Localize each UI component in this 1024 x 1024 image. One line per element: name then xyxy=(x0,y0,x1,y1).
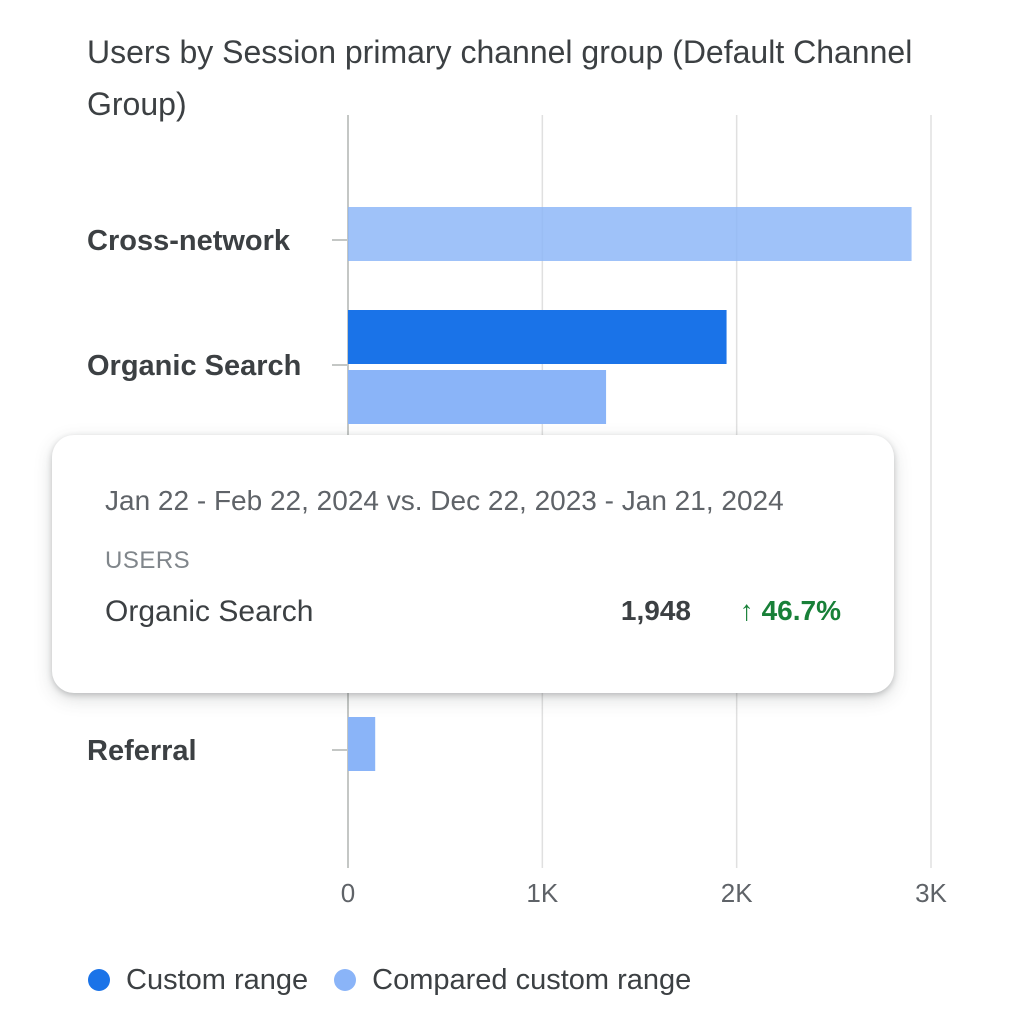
legend-item-compared-range[interactable]: Compared custom range xyxy=(334,964,691,997)
x-tick-label: 2K xyxy=(721,878,753,908)
tooltip-change-percent: 46.7% xyxy=(761,595,841,626)
bar-compared-range xyxy=(348,370,607,424)
bar-compared-range xyxy=(348,207,912,261)
arrow-up-icon: ↑ xyxy=(739,595,754,626)
tooltip-date-range: Jan 22 - Feb 22, 2024 vs. Dec 22, 2023 -… xyxy=(105,485,784,516)
bar-custom-range xyxy=(348,310,727,364)
category-label: Organic Search xyxy=(87,350,301,382)
tooltip-row: Organic Search 1,948 ↑ 46.7% xyxy=(105,595,841,635)
chart-title: Users by Session primary channel group (… xyxy=(87,34,913,122)
legend-dot-compared-range xyxy=(334,969,357,991)
category-label: Cross-network xyxy=(87,225,291,257)
tooltip-change: ↑ 46.7% xyxy=(740,595,841,627)
chart-tooltip: Jan 22 - Feb 22, 2024 vs. Dec 22, 2023 -… xyxy=(52,435,894,693)
x-tick-label: 3K xyxy=(915,878,947,908)
bar-compared-range xyxy=(348,717,376,771)
legend-label-compared-range: Compared custom range xyxy=(372,963,692,996)
tooltip-value: 1,948 xyxy=(620,595,691,626)
x-tick-label: 0 xyxy=(341,878,355,908)
legend-item-custom-range[interactable]: Custom range xyxy=(88,964,308,997)
x-tick-label: 1K xyxy=(526,878,558,908)
tooltip-metric-label: USERS xyxy=(105,547,191,574)
tooltip-channel-name: Organic Search xyxy=(105,595,314,628)
legend-dot-custom-range xyxy=(88,969,110,991)
chart-legend: Custom range Compared custom range xyxy=(88,960,717,1000)
legend-label-custom-range: Custom range xyxy=(126,963,309,996)
category-label: Referral xyxy=(87,735,197,767)
